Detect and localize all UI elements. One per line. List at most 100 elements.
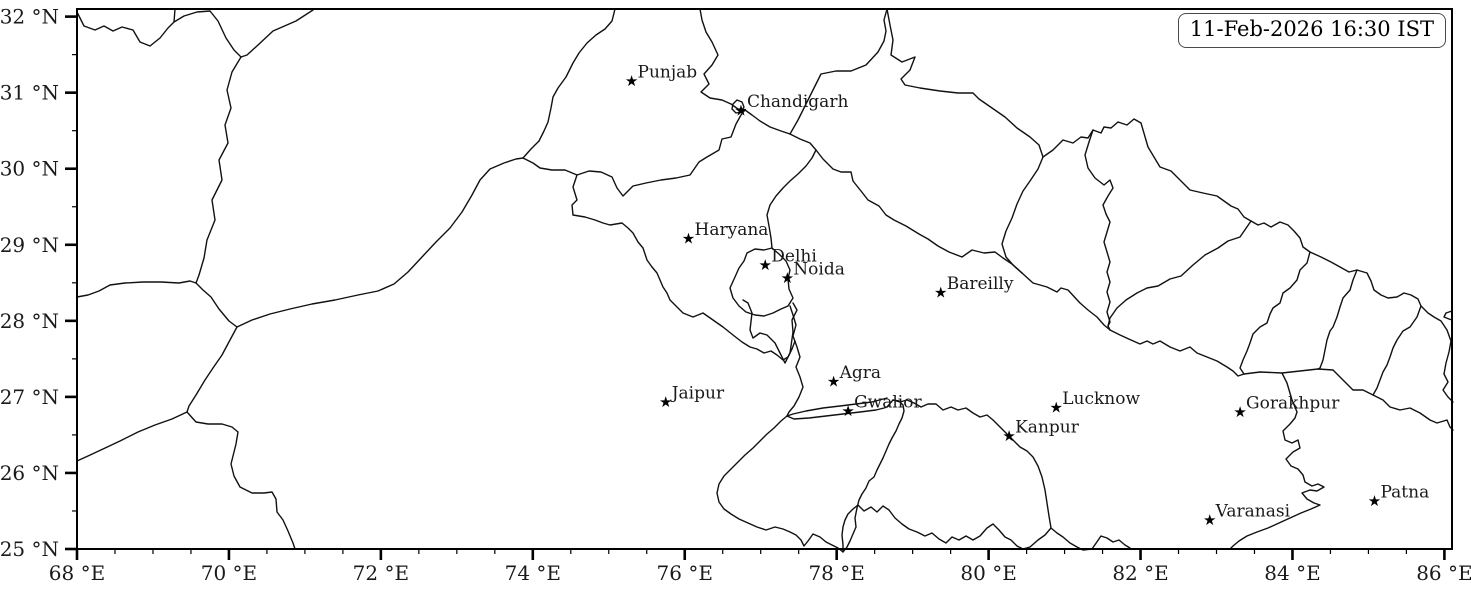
state-boundary-line [1239, 251, 1311, 375]
star-icon: ★ [759, 256, 772, 274]
boundaries-layer [76, 8, 1454, 553]
y-tick-label: 25 °N [0, 537, 59, 561]
state-boundary-line [1042, 118, 1452, 375]
city-marker: ★ Delhi [759, 247, 818, 275]
y-tick-label: 28 °N [0, 309, 59, 333]
state-boundary-line [76, 8, 176, 47]
x-tick-label: 72 °E [353, 561, 409, 585]
star-icon: ★ [841, 402, 854, 420]
city-marker: ★ Gorakhpur [1233, 393, 1340, 421]
x-tick-label: 70 °E [201, 561, 257, 585]
city-label: Agra [839, 363, 881, 383]
state-boundary-line [1001, 156, 1044, 274]
star-icon: ★ [1368, 492, 1381, 510]
state-boundary-line [744, 109, 791, 135]
star-icon: ★ [1002, 427, 1015, 445]
x-tick-label: 80 °E [960, 561, 1016, 585]
state-boundary-line [699, 8, 746, 111]
state-boundary-line [766, 149, 817, 249]
state-boundary-line [786, 397, 888, 420]
city-marker: ★ Noida [781, 259, 845, 287]
state-boundary-line [76, 280, 197, 298]
y-tick-label: 30 °N [0, 157, 59, 181]
state-boundary-line [789, 133, 1023, 274]
state-boundary-line [1229, 372, 1325, 550]
plot-frame [76, 8, 1453, 550]
state-boundary-line [186, 326, 238, 413]
state-boundary-line [789, 8, 888, 135]
state-boundary-line [1021, 272, 1454, 431]
city-label: Noida [793, 259, 845, 279]
star-icon: ★ [659, 393, 672, 411]
state-boundary-line [841, 504, 1052, 553]
state-boundary-line [1442, 373, 1454, 403]
state-boundary-line [195, 56, 242, 328]
city-marker: ★ Gwalior [841, 393, 922, 421]
state-boundary-line [886, 8, 1044, 158]
city-marker: ★ Bareilly [934, 274, 1014, 302]
y-tick-label: 32 °N [0, 5, 59, 29]
city-marker: ★ Agra [827, 363, 881, 391]
star-icon: ★ [1203, 511, 1216, 529]
state-boundary-line [1084, 129, 1114, 327]
y-tick-label: 27 °N [0, 385, 59, 409]
city-marker: ★ Punjab [625, 62, 697, 90]
star-icon: ★ [625, 72, 638, 90]
state-boundary-line [240, 9, 314, 58]
state-boundary-line [1107, 220, 1252, 331]
x-tick-label: 68 °E [49, 561, 105, 585]
city-marker: ★ Chandigarh [734, 92, 848, 120]
state-boundary-line [729, 247, 794, 317]
star-icon: ★ [1049, 398, 1062, 416]
state-boundary-line [173, 10, 242, 58]
state-boundary-line [236, 157, 524, 328]
x-tick-label: 84 °E [1264, 561, 1320, 585]
y-tick-label: 31 °N [0, 81, 59, 105]
state-boundary-line [522, 109, 746, 197]
city-label: Punjab [638, 62, 698, 82]
city-marker: ★ Patna [1368, 482, 1429, 510]
state-boundary-line [716, 399, 905, 553]
state-boundary-line [1372, 305, 1422, 396]
state-boundary-line [522, 8, 616, 159]
city-marker: ★ Kanpur [1002, 418, 1079, 446]
timestamp-badge: 11-Feb-2026 16:30 IST [1177, 13, 1446, 49]
star-icon: ★ [781, 269, 794, 287]
state-boundary-line [76, 411, 188, 462]
x-tick-label: 78 °E [808, 561, 864, 585]
star-icon: ★ [682, 229, 695, 247]
city-marker: ★ Varanasi [1203, 501, 1291, 529]
city-label: Chandigarh [747, 92, 849, 112]
city-marker: ★ Lucknow [1049, 389, 1140, 417]
cities-layer: ★ Punjab★ Chandigarh★ Haryana★ Delhi★ Noida★ B… [625, 62, 1429, 528]
x-tick-label: 74 °E [505, 561, 561, 585]
city-label: Jaipur [670, 383, 725, 403]
axes-layer: 68 °E 70 °E 72 °E 74 °E 76 °E 78 °E 80 °E 82 °E… [0, 5, 1471, 585]
city-label: Bareilly [947, 274, 1014, 294]
city-label: Haryana [695, 220, 769, 240]
city-marker: ★ Jaipur [659, 383, 725, 411]
city-label: Gwalior [854, 393, 922, 413]
state-boundary-line [886, 399, 1131, 551]
state-boundary-line [186, 411, 296, 550]
state-boundary-line [786, 305, 804, 417]
star-icon: ★ [734, 102, 747, 120]
city-label: Patna [1381, 482, 1430, 502]
star-icon: ★ [827, 372, 840, 390]
state-boundary-line [1317, 269, 1358, 370]
city-marker: ★ Haryana [682, 220, 769, 248]
state-boundary-line [571, 174, 796, 361]
x-tick-label: 82 °E [1112, 561, 1168, 585]
city-label: Gorakhpur [1246, 393, 1340, 413]
x-tick-label: 86 °E [1416, 561, 1471, 585]
city-label: Kanpur [1015, 418, 1080, 438]
state-boundary-line [1443, 310, 1453, 321]
star-icon: ★ [934, 283, 947, 301]
city-label: Lucknow [1062, 389, 1140, 409]
y-tick-label: 26 °N [0, 461, 59, 485]
city-label: Delhi [771, 247, 817, 267]
y-tick-label: 29 °N [0, 233, 59, 257]
state-boundary-line [742, 299, 798, 364]
